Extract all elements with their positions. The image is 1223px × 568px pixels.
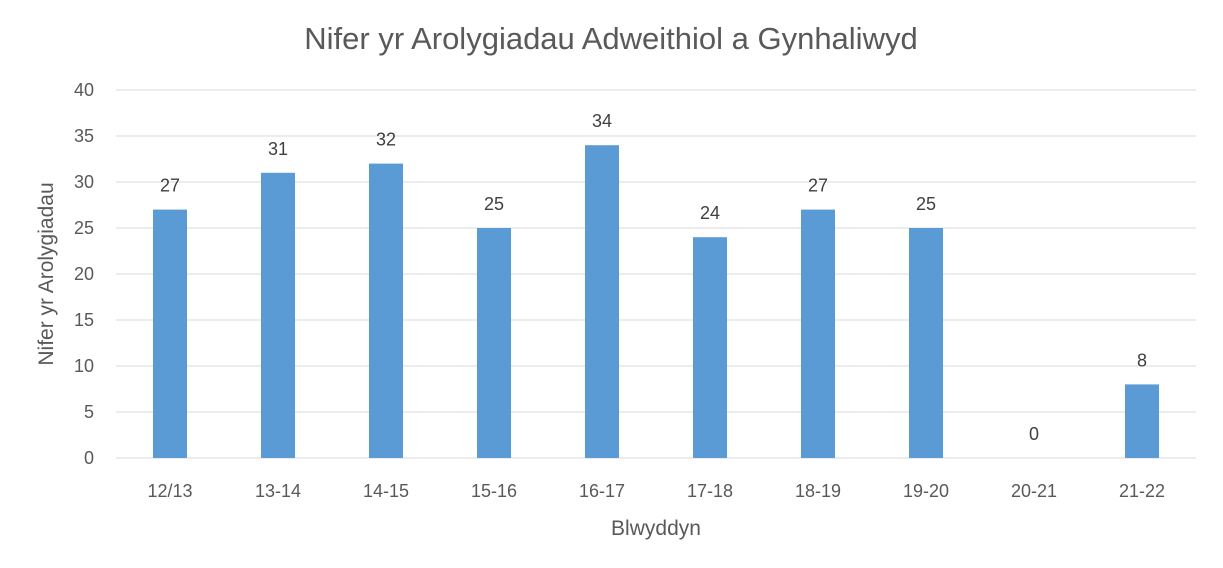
bar: [693, 237, 727, 458]
y-tick-label: 20: [74, 264, 94, 284]
data-label: 25: [484, 194, 504, 214]
y-tick-label: 15: [74, 310, 94, 330]
y-tick-label: 30: [74, 172, 94, 192]
chart-title: Nifer yr Arolygiadau Adweithiol a Gynhal…: [304, 21, 917, 56]
y-tick-label: 40: [74, 80, 94, 100]
y-tick-label: 35: [74, 126, 94, 146]
bars: [153, 145, 1159, 459]
bar: [477, 228, 511, 458]
bar: [585, 145, 619, 458]
bar: [1125, 384, 1159, 458]
x-tick-label: 15-16: [471, 481, 517, 501]
y-tick-label: 0: [84, 448, 94, 468]
x-tick-label: 20-21: [1011, 481, 1057, 501]
data-label: 32: [376, 130, 396, 150]
x-axis-ticks: 12/13 13-14 14-15 15-16 16-17 17-18 18-19 19-20…: [147, 481, 1165, 501]
bar: [801, 209, 835, 458]
x-tick-label: 19-20: [903, 481, 949, 501]
x-tick-label: 21-22: [1119, 481, 1165, 501]
x-tick-label: 12/13: [147, 481, 192, 501]
y-axis-title: Nifer yr Arolygiadau: [35, 182, 58, 365]
data-label: 24: [700, 203, 720, 223]
x-tick-label: 18-19: [795, 481, 841, 501]
data-label: 8: [1137, 350, 1147, 370]
data-label: 0: [1029, 424, 1039, 444]
bar: [261, 172, 295, 459]
data-label: 25: [916, 194, 936, 214]
x-tick-label: 17-18: [687, 481, 733, 501]
data-label: 27: [808, 176, 828, 196]
bar: [153, 209, 187, 458]
data-label: 34: [592, 111, 612, 131]
gridlines: [116, 89, 1196, 459]
data-labels: 27 31 32 25 34 24 27 25 0 8: [160, 111, 1147, 444]
y-axis-ticks: 0 5 10 15 20 25 30 35 40: [74, 80, 94, 468]
bar: [909, 228, 943, 458]
data-label: 31: [268, 139, 288, 159]
y-tick-label: 10: [74, 356, 94, 376]
x-tick-label: 16-17: [579, 481, 625, 501]
x-tick-label: 14-15: [363, 481, 409, 501]
data-label: 27: [160, 176, 180, 196]
x-tick-label: 13-14: [255, 481, 301, 501]
x-axis-title: Blwyddyn: [611, 517, 701, 540]
bar: [369, 163, 403, 458]
y-tick-label: 5: [84, 402, 94, 422]
y-tick-label: 25: [74, 218, 94, 238]
